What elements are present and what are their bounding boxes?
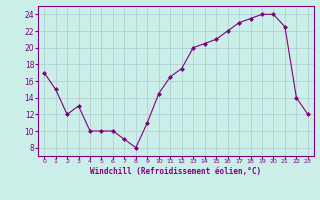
- X-axis label: Windchill (Refroidissement éolien,°C): Windchill (Refroidissement éolien,°C): [91, 167, 261, 176]
